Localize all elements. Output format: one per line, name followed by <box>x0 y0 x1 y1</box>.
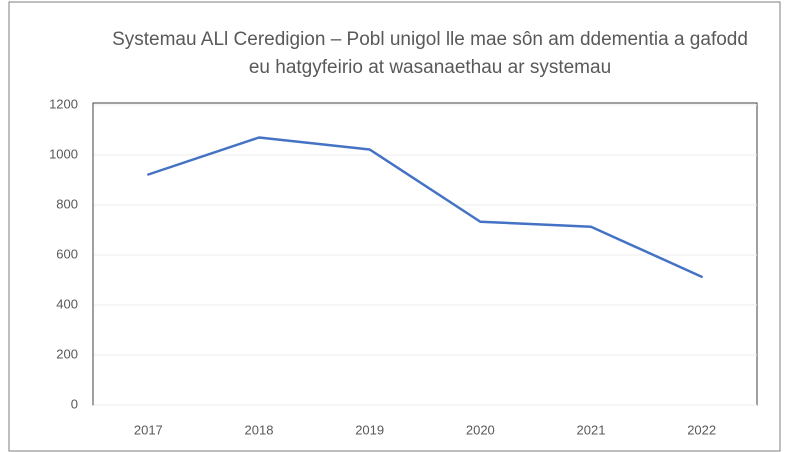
y-tick-label: 400 <box>56 296 78 311</box>
y-tick-label: 600 <box>56 246 78 261</box>
x-tick-label: 2020 <box>466 422 495 437</box>
plot-border <box>92 102 758 406</box>
x-tick-label: 2021 <box>577 422 606 437</box>
y-tick-label: 800 <box>56 196 78 211</box>
y-tick-label: 200 <box>56 346 78 361</box>
x-tick-label: 2019 <box>355 422 384 437</box>
x-tick-label: 2017 <box>134 422 163 437</box>
chart-border <box>8 1 781 452</box>
y-tick-label: 1000 <box>49 146 78 161</box>
y-tick-label: 1200 <box>49 96 78 111</box>
y-tick-label: 0 <box>71 396 78 411</box>
x-tick-label: 2018 <box>245 422 274 437</box>
chart-title: Systemau ALl Ceredigion – Pobl unigol ll… <box>112 29 748 78</box>
x-tick-label: 2022 <box>687 422 716 437</box>
data-line <box>147 136 703 278</box>
